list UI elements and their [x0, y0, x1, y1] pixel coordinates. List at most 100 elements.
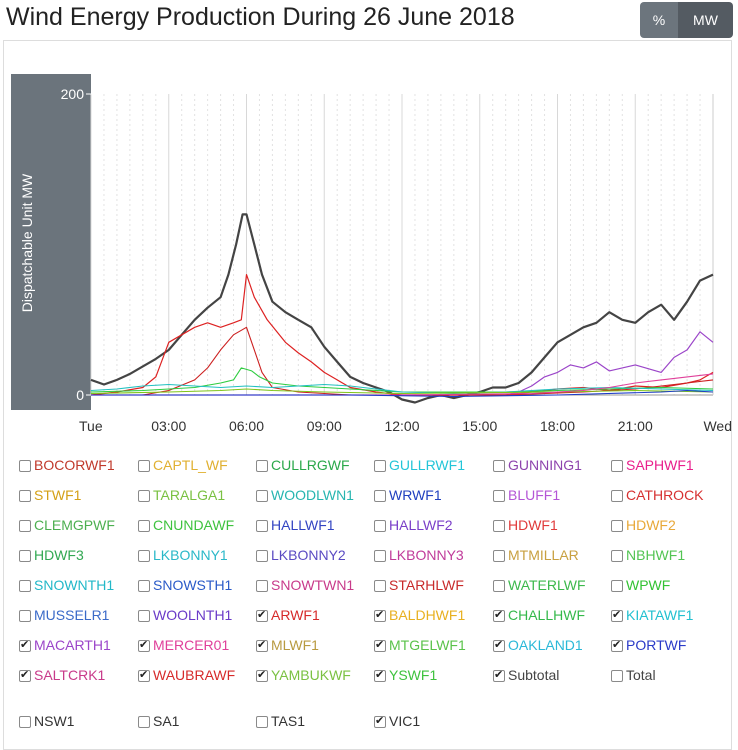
legend-baldhwf1-checkbox[interactable]: [374, 608, 386, 622]
legend-macarth1-checkbox[interactable]: [19, 638, 31, 652]
region-tas1-label[interactable]: TAS1: [271, 713, 305, 729]
legend-cnundawf-label[interactable]: CNUNDAWF: [153, 517, 235, 533]
region-nsw1-label[interactable]: NSW1: [34, 713, 75, 729]
legend-snowtwn1-checkbox[interactable]: [256, 580, 268, 592]
legend-starhlwf-checkbox[interactable]: [374, 580, 386, 592]
legend-snownth1-checkbox[interactable]: [19, 580, 31, 592]
legend-mtmillar-label[interactable]: MTMILLAR: [508, 547, 579, 563]
mw-button[interactable]: MW: [678, 2, 733, 38]
legend-portwf-checkbox[interactable]: [611, 638, 623, 652]
legend-wpwf-checkbox[interactable]: [611, 580, 623, 592]
legend-mercer01-checkbox[interactable]: [138, 638, 150, 652]
legend-captl_wf-label[interactable]: CAPTL_WF: [153, 457, 228, 473]
legend-subtotal-checkbox[interactable]: [493, 668, 505, 682]
legend-hdwf3-checkbox[interactable]: [19, 550, 31, 562]
legend-woolnth1-checkbox[interactable]: [138, 610, 150, 622]
legend-nbhwf1-label[interactable]: NBHWF1: [626, 547, 686, 563]
legend-hdwf2-checkbox[interactable]: [611, 520, 623, 532]
legend-gunning1-label[interactable]: GUNNING1: [508, 457, 582, 473]
legend-mlwf1-label[interactable]: MLWF1: [271, 637, 319, 653]
legend-wrwf1-checkbox[interactable]: [374, 490, 386, 502]
legend-mlwf1-checkbox[interactable]: [256, 638, 268, 652]
legend-stwf1-checkbox[interactable]: [19, 490, 31, 502]
legend-clemgpwf-label[interactable]: CLEMGPWF: [34, 517, 115, 533]
legend-total-checkbox[interactable]: [611, 670, 623, 682]
percent-button[interactable]: %: [640, 2, 678, 38]
legend-lkbonny1-label[interactable]: LKBONNY1: [153, 547, 228, 563]
legend-yambukwf-checkbox[interactable]: [256, 668, 268, 682]
legend-bluff1-checkbox[interactable]: [493, 490, 505, 502]
legend-saltcrk1-checkbox[interactable]: [19, 668, 31, 682]
legend-lkbonny3-checkbox[interactable]: [374, 550, 386, 562]
legend-mtgelwf1-label[interactable]: MTGELWF1: [389, 637, 466, 653]
legend-mtmillar-checkbox[interactable]: [493, 550, 505, 562]
legend-oakland1-checkbox[interactable]: [493, 638, 505, 652]
legend-hallwf1-checkbox[interactable]: [256, 520, 268, 532]
legend-starhlwf-label[interactable]: STARHLWF: [389, 577, 464, 593]
legend-hallwf1-label[interactable]: HALLWF1: [271, 517, 335, 533]
legend-cullrgwf-label[interactable]: CULLRGWF: [271, 457, 350, 473]
legend-hdwf2-label[interactable]: HDWF2: [626, 517, 676, 533]
legend-saphwf1-label[interactable]: SAPHWF1: [626, 457, 694, 473]
legend-musselr1-label[interactable]: MUSSELR1: [34, 607, 110, 623]
legend-total-label[interactable]: Total: [626, 667, 656, 683]
legend-woodlwn1-checkbox[interactable]: [256, 490, 268, 502]
legend-hdwf3-label[interactable]: HDWF3: [34, 547, 84, 563]
legend-kiatawf1-checkbox[interactable]: [611, 608, 623, 622]
legend-wpwf-label[interactable]: WPWF: [626, 577, 671, 593]
region-vic1-label[interactable]: VIC1: [389, 713, 421, 729]
legend-cullrgwf-checkbox[interactable]: [256, 460, 268, 472]
legend-waterlwf-checkbox[interactable]: [493, 580, 505, 592]
legend-lkbonny2-label[interactable]: LKBONNY2: [271, 547, 346, 563]
legend-yswf1-label[interactable]: YSWF1: [389, 667, 438, 683]
legend-cathrock-label[interactable]: CATHROCK: [626, 487, 704, 503]
legend-hallwf2-label[interactable]: HALLWF2: [389, 517, 453, 533]
legend-lkbonny2-checkbox[interactable]: [256, 550, 268, 562]
legend-hdwf1-label[interactable]: HDWF1: [508, 517, 558, 533]
legend-hallwf2-checkbox[interactable]: [374, 520, 386, 532]
legend-gullrwf1-checkbox[interactable]: [374, 460, 386, 472]
legend-bluff1-label[interactable]: BLUFF1: [508, 487, 561, 503]
legend-hdwf1-checkbox[interactable]: [493, 520, 505, 532]
legend-cnundawf-checkbox[interactable]: [138, 520, 150, 532]
legend-mercer01-label[interactable]: MERCER01: [153, 637, 230, 653]
region-tas1-checkbox[interactable]: [256, 716, 268, 728]
legend-kiatawf1-label[interactable]: KIATAWF1: [626, 607, 694, 623]
legend-taralga1-checkbox[interactable]: [138, 490, 150, 502]
legend-cathrock-checkbox[interactable]: [611, 490, 623, 502]
legend-snowsth1-checkbox[interactable]: [138, 580, 150, 592]
legend-gullrwf1-label[interactable]: GULLRWF1: [389, 457, 465, 473]
region-nsw1-checkbox[interactable]: [19, 716, 31, 728]
legend-arwf1-label[interactable]: ARWF1: [271, 607, 320, 623]
legend-mtgelwf1-checkbox[interactable]: [374, 638, 386, 652]
region-sa1-checkbox[interactable]: [138, 716, 150, 728]
legend-snowtwn1-label[interactable]: SNOWTWN1: [271, 577, 355, 593]
legend-saphwf1-checkbox[interactable]: [611, 460, 623, 472]
legend-bocorwf1-checkbox[interactable]: [19, 460, 31, 472]
legend-waubrawf-label[interactable]: WAUBRAWF: [153, 667, 236, 683]
legend-lkbonny3-label[interactable]: LKBONNY3: [389, 547, 464, 563]
legend-taralga1-label[interactable]: TARALGA1: [153, 487, 226, 503]
legend-yambukwf-label[interactable]: YAMBUKWF: [271, 667, 351, 683]
legend-waubrawf-checkbox[interactable]: [138, 668, 150, 682]
legend-stwf1-label[interactable]: STWF1: [34, 487, 82, 503]
legend-subtotal-label[interactable]: Subtotal: [508, 667, 560, 683]
legend-captl_wf-checkbox[interactable]: [138, 460, 150, 472]
legend-clemgpwf-checkbox[interactable]: [19, 520, 31, 532]
legend-woodlwn1-label[interactable]: WOODLWN1: [271, 487, 354, 503]
legend-waterlwf-label[interactable]: WATERLWF: [508, 577, 586, 593]
legend-lkbonny1-checkbox[interactable]: [138, 550, 150, 562]
legend-snowsth1-label[interactable]: SNOWSTH1: [153, 577, 233, 593]
legend-macarth1-label[interactable]: MACARTH1: [34, 637, 111, 653]
legend-nbhwf1-checkbox[interactable]: [611, 550, 623, 562]
legend-challhwf-checkbox[interactable]: [493, 608, 505, 622]
legend-yswf1-checkbox[interactable]: [374, 668, 386, 682]
legend-snownth1-label[interactable]: SNOWNTH1: [34, 577, 115, 593]
legend-arwf1-checkbox[interactable]: [256, 608, 268, 622]
legend-wrwf1-label[interactable]: WRWF1: [389, 487, 442, 503]
legend-saltcrk1-label[interactable]: SALTCRK1: [34, 667, 106, 683]
legend-challhwf-label[interactable]: CHALLHWF: [508, 607, 586, 623]
region-sa1-label[interactable]: SA1: [153, 713, 180, 729]
legend-baldhwf1-label[interactable]: BALDHWF1: [389, 607, 466, 623]
legend-oakland1-label[interactable]: OAKLAND1: [508, 637, 583, 653]
